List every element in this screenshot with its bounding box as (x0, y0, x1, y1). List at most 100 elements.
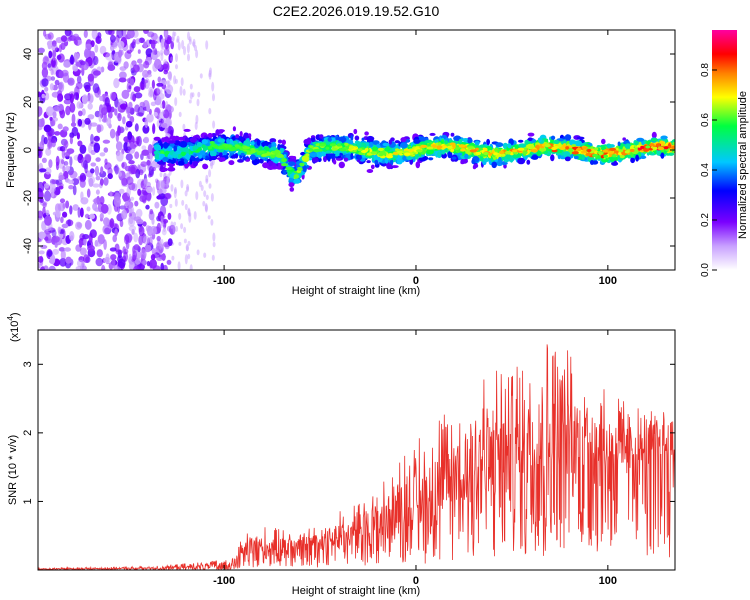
noise-blob (83, 160, 88, 170)
noise-blob (133, 86, 141, 93)
signal-core (396, 150, 403, 154)
noise-blob (106, 104, 112, 113)
signal-core (450, 148, 455, 152)
noise-blob (148, 86, 154, 95)
signal-core (657, 146, 665, 151)
signal-blob (622, 137, 626, 141)
noise-blob (128, 225, 137, 232)
noise-blob (88, 144, 93, 154)
signal-blob (179, 147, 186, 152)
noise-blob (69, 56, 75, 65)
signal-blob (464, 153, 469, 159)
signal-blob (503, 163, 507, 169)
noise-blob (84, 219, 92, 230)
noise-blob (64, 93, 73, 101)
noise-blob (121, 89, 130, 99)
noise-blob (84, 43, 93, 50)
signal-core (364, 148, 369, 152)
noise-blob (185, 244, 189, 252)
signal-core (671, 145, 675, 150)
noise-blob (112, 234, 117, 243)
noise-blob (84, 117, 91, 125)
noise-blob (132, 39, 136, 45)
signal-core (329, 143, 337, 147)
signal-blob (309, 152, 318, 158)
signal-core (602, 149, 609, 153)
signal-blob (373, 154, 379, 162)
noise-blob (132, 250, 138, 260)
signal-blob (394, 140, 400, 144)
signal-blob (601, 138, 606, 145)
noise-blob (161, 45, 165, 51)
noise-blob (59, 247, 65, 252)
noise-blob (60, 35, 68, 42)
signal-blob (581, 154, 585, 161)
noise-blob (178, 111, 182, 118)
signal-blob (531, 155, 539, 160)
noise-blob (178, 212, 182, 220)
noise-blob (110, 44, 115, 52)
signal-blob (283, 154, 287, 158)
signal-core (517, 147, 525, 151)
signal-blob (473, 163, 479, 168)
noise-blob (87, 103, 93, 110)
noise-blob (104, 97, 110, 107)
signal-core (565, 146, 570, 150)
noise-blob (139, 101, 146, 108)
noise-blob (170, 40, 174, 50)
signal-blob (327, 155, 331, 162)
signal-core (458, 144, 466, 148)
noise-blob (116, 151, 124, 162)
signal-blob (522, 150, 528, 155)
noise-blob (84, 213, 90, 219)
noise-blob (205, 178, 209, 184)
noise-blob (117, 40, 125, 49)
noise-blob (50, 57, 58, 69)
colorbar-tick-label: 0.6 (700, 113, 711, 127)
noise-blob (136, 218, 144, 225)
noise-blob (62, 144, 68, 152)
noise-blob (68, 185, 74, 190)
noise-blob (92, 83, 100, 94)
noise-blob (90, 122, 98, 127)
noise-blob (57, 123, 63, 130)
noise-blob (72, 184, 77, 196)
noise-blob (150, 101, 157, 107)
signal-blob (639, 155, 647, 159)
signal-blob (400, 137, 407, 143)
signal-blob (268, 144, 272, 148)
signal-core (370, 151, 377, 155)
noise-blob (95, 175, 101, 181)
noise-blob (72, 65, 79, 72)
x-tick-label: 100 (599, 575, 617, 587)
snr-frame (37, 329, 676, 571)
signal-core (416, 149, 423, 153)
svg-text:(x104): (x104) (6, 312, 21, 342)
noise-blob (146, 103, 151, 113)
signal-core (242, 146, 250, 150)
signal-blob (153, 136, 161, 141)
noise-blob (142, 124, 150, 134)
noise-blob (125, 106, 130, 115)
noise-blob (107, 64, 116, 71)
noise-blob (200, 184, 204, 191)
noise-blob (128, 182, 136, 191)
signal-core (624, 150, 630, 154)
noise-blob (188, 212, 192, 217)
noise-blob (134, 92, 143, 99)
noise-blob (119, 71, 127, 80)
signal-blob (527, 137, 533, 141)
signal-blob (209, 149, 215, 157)
noise-blob (60, 249, 66, 261)
noise-blob (117, 258, 126, 269)
signal-blob (242, 156, 247, 161)
noise-blob (69, 205, 73, 215)
noise-blob (103, 239, 107, 251)
noise-blob (170, 184, 174, 192)
noise-blob (189, 264, 193, 270)
noise-blob (42, 56, 49, 65)
signal-blob (441, 148, 446, 155)
noise-blob (144, 244, 152, 253)
colorbar-tick-label: 0.4 (700, 163, 711, 177)
noise-blob (103, 217, 110, 226)
